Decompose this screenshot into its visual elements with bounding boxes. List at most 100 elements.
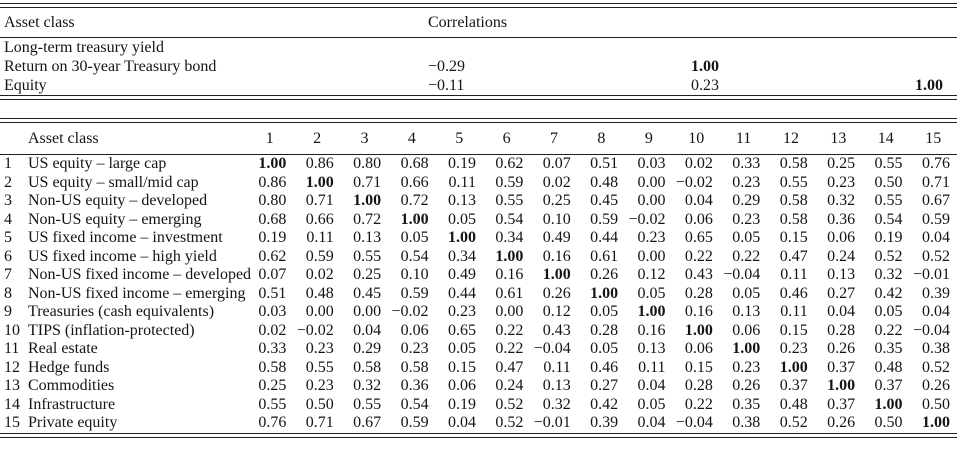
correlation-cell: 0.19 <box>874 229 903 246</box>
correlation-cell: 0.59 <box>400 414 429 431</box>
correlation-cell: 0.07 <box>542 155 571 172</box>
correlation-cell: 0.37 <box>779 377 808 394</box>
asset-class-label: Equity <box>4 77 47 94</box>
matrix-top-double-rule <box>0 118 957 123</box>
correlation-cell: 0.13 <box>827 266 856 283</box>
correlation-cell: 0.49 <box>447 266 476 283</box>
correlation-cell: 0.23 <box>305 377 334 394</box>
top-double-rule <box>0 3 957 8</box>
asset-class-label: Return on 30-year Treasury bond <box>4 58 217 75</box>
asset-class-label: Treasuries (cash equivalents) <box>28 303 215 320</box>
correlation-cell: 0.72 <box>400 192 429 209</box>
column-number-header: 3 <box>360 129 369 147</box>
correlation-cell: 0.52 <box>922 247 950 265</box>
asset-class-label: US fixed income – investment <box>28 229 223 246</box>
correlation-cell: 0.59 <box>305 247 334 265</box>
correlation-cell: 0.10 <box>400 266 429 283</box>
correlation-cell: 0.62 <box>495 155 524 172</box>
summary-header-row: Asset class Correlations <box>0 8 957 37</box>
correlation-cell: 0.37 <box>827 395 856 413</box>
correlation-cell: 0.28 <box>590 321 619 339</box>
correlation-cell: 0.27 <box>590 377 619 394</box>
correlation-cell: 0.19 <box>258 229 287 246</box>
correlation-cell: 0.65 <box>684 229 713 246</box>
correlation-cell: 0.25 <box>353 266 382 283</box>
correlation-cell: 0.23 <box>447 303 476 320</box>
correlation-cell: 0.06 <box>684 210 713 228</box>
row-number: 15 <box>4 414 20 431</box>
correlation-cell: 0.44 <box>590 229 619 246</box>
correlation-cell: 0.50 <box>874 173 903 191</box>
correlation-cell: 0.39 <box>922 284 950 302</box>
correlation-cell: −0.02 <box>296 321 334 339</box>
correlation-cell: 0.43 <box>684 266 713 283</box>
correlation-cell: 0.52 <box>779 414 808 431</box>
correlation-value <box>821 57 957 76</box>
correlation-cell: 0.13 <box>637 340 666 357</box>
column-number-header: 10 <box>688 129 705 147</box>
correlation-cell: 0.54 <box>495 210 524 228</box>
correlation-cell: 0.26 <box>827 414 856 431</box>
row-number: 5 <box>4 229 12 246</box>
correlation-value: 1.00 <box>691 58 719 75</box>
correlation-cell: 0.61 <box>495 284 524 302</box>
correlation-cell: 0.28 <box>684 377 713 394</box>
correlation-cell: 0.27 <box>827 284 856 302</box>
correlation-cell: 0.03 <box>637 155 666 172</box>
correlation-cell: 0.02 <box>542 173 571 191</box>
correlation-cell: 0.05 <box>732 284 761 302</box>
correlation-value <box>428 38 691 57</box>
row-number: 7 <box>4 266 12 283</box>
asset-class-label: US equity – small/mid cap <box>28 173 199 191</box>
paper-correlation-tables: Asset class Correlations Long-term treas… <box>0 3 957 438</box>
correlation-cell: 0.32 <box>827 192 856 209</box>
correlation-cell: 0.55 <box>779 173 808 191</box>
correlation-cell: 0.47 <box>779 247 808 265</box>
asset-class-label: Commodities <box>28 377 115 394</box>
correlation-cell: 0.04 <box>922 303 950 320</box>
correlation-cell: 0.23 <box>827 173 856 191</box>
correlation-cell: 0.59 <box>495 173 524 191</box>
correlation-cell: 0.16 <box>684 303 713 320</box>
asset-class-correlation-matrix-header: Asset class 1 2 3 4 5 6 7 8 9 10 11 12 13 14 15 <box>0 123 957 154</box>
row-number: 12 <box>4 358 20 376</box>
correlation-cell: 0.04 <box>922 229 950 246</box>
correlation-cell: 0.61 <box>590 247 619 265</box>
matrix-table-row: 7 Non-US fixed income – developed 0.07 0.02… <box>0 266 957 285</box>
asset-class-label: Long-term treasury yield <box>4 39 164 56</box>
correlation-cell: 0.19 <box>447 395 476 413</box>
correlation-cell: 0.68 <box>400 155 429 172</box>
correlation-cell: 0.28 <box>684 284 713 302</box>
summary-table-row: Long-term treasury yield <box>0 38 957 57</box>
row-number: 4 <box>4 210 12 228</box>
correlation-cell: 0.25 <box>258 377 287 394</box>
correlation-cell: 0.58 <box>258 358 287 376</box>
correlation-cell: 0.07 <box>258 266 287 283</box>
correlations-header: Correlations <box>428 13 508 31</box>
correlation-cell: 0.15 <box>447 358 476 376</box>
correlation-cell: 0.16 <box>637 321 666 339</box>
correlation-cell: 0.52 <box>922 358 950 376</box>
matrix-table-row: 8 Non-US fixed income – emerging 0.51 0.48 0… <box>0 285 957 304</box>
correlation-cell: 0.50 <box>922 395 950 413</box>
correlations-header-spacer <box>821 8 957 37</box>
row-number: 10 <box>4 321 20 339</box>
correlation-cell: 0.19 <box>447 155 476 172</box>
correlation-cell: 0.38 <box>732 414 761 431</box>
correlation-cell: −0.02 <box>391 303 429 320</box>
correlation-cell: 1.00 <box>447 229 476 246</box>
matrix-table-row: 5 US fixed income – investment 0.19 0.11 0.1… <box>0 229 957 248</box>
correlation-cell: 0.36 <box>827 210 856 228</box>
correlation-cell: 0.22 <box>684 395 713 413</box>
correlation-cell: 0.58 <box>779 192 808 209</box>
correlation-cell: 0.23 <box>779 340 808 357</box>
correlation-cell: 0.86 <box>258 173 287 191</box>
asset-class-label: Non-US equity – developed <box>28 192 208 209</box>
correlation-cell: 0.51 <box>258 284 287 302</box>
correlation-cell: 0.05 <box>400 229 429 246</box>
correlation-cell: −0.01 <box>533 414 571 431</box>
correlation-cell: 0.13 <box>542 377 571 394</box>
row-number-header-spacer <box>0 123 28 154</box>
correlation-cell: 0.48 <box>590 173 619 191</box>
correlation-cell: 0.00 <box>353 303 382 320</box>
